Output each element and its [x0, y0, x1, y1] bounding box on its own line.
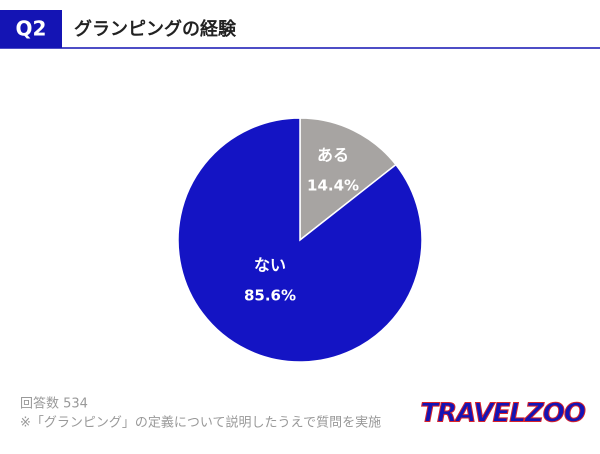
badge-text: Q2 — [16, 17, 47, 41]
logo: TRAVELZOO — [420, 399, 586, 429]
note: 回答数 534 — [20, 396, 88, 412]
pie-slice — [299, 117, 397, 242]
value-label: 14.4% — [307, 176, 359, 194]
pie-slice — [177, 117, 423, 363]
pie: ある 14.4% ない 85.6% — [177, 117, 423, 363]
slice-label: ない — [254, 256, 286, 275]
badge-box — [0, 10, 62, 48]
value-label: 85.6% — [244, 287, 296, 305]
chart-title: グランピングの経験 — [74, 18, 237, 40]
slice-label: ある — [317, 145, 349, 164]
note: ※「グランピング」の定義について説明したうえで質問を実施 — [20, 415, 381, 431]
